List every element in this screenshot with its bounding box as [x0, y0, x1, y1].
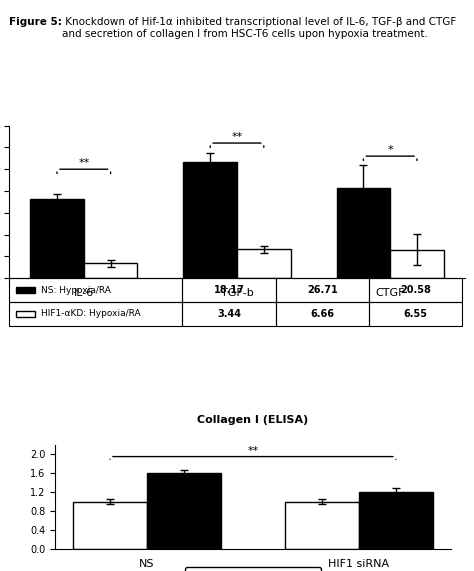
Bar: [16, 311, 35, 317]
Bar: [30, 199, 84, 278]
Text: **: **: [78, 158, 90, 168]
Text: Figure 5:: Figure 5:: [9, 17, 63, 27]
Bar: [237, 249, 291, 278]
Bar: [276, 278, 369, 302]
Text: 26.71: 26.71: [307, 285, 337, 295]
Text: HIF1-αKD: Hypoxia/RA: HIF1-αKD: Hypoxia/RA: [41, 309, 141, 319]
Text: **: **: [231, 132, 243, 142]
Bar: [369, 278, 462, 302]
Text: 20.58: 20.58: [400, 285, 431, 295]
Bar: [337, 188, 390, 278]
Text: 3.44: 3.44: [217, 309, 241, 319]
Text: 6.55: 6.55: [403, 309, 428, 319]
Bar: [390, 250, 444, 278]
Bar: [9, 302, 182, 326]
Text: NS: Hypoxia/RA: NS: Hypoxia/RA: [41, 286, 111, 295]
Text: 18.17: 18.17: [214, 285, 245, 295]
Bar: [9, 278, 182, 302]
Bar: [16, 287, 35, 293]
Bar: [182, 302, 276, 326]
Text: 6.66: 6.66: [310, 309, 334, 319]
Text: *: *: [387, 145, 393, 155]
Bar: [84, 263, 137, 278]
Text: Knockdown of Hif-1α inhibited transcriptional level of IL-6, TGF-β and CTGF and : Knockdown of Hif-1α inhibited transcript…: [62, 17, 456, 39]
Bar: [182, 278, 276, 302]
Bar: [276, 302, 369, 326]
Bar: [369, 302, 462, 326]
Bar: [183, 162, 237, 278]
